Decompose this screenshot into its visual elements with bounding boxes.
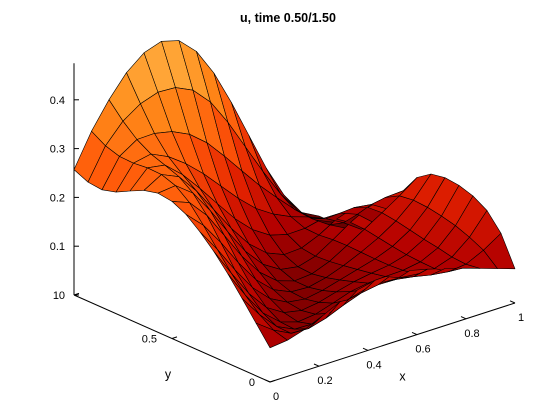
x-tick-label: 0.4 <box>366 359 381 371</box>
z-ticks: 0 0.1 0.2 0.3 0.4 <box>50 95 79 302</box>
z-tick-label: 0.4 <box>50 95 65 107</box>
y-tick-mark <box>269 379 276 383</box>
x-tick-label: 1 <box>518 312 524 324</box>
x-tick-mark <box>313 363 320 367</box>
z-tick-label: 0.1 <box>50 241 65 253</box>
x-tick-label: 0.6 <box>415 344 430 356</box>
y-tick-mark <box>73 292 80 296</box>
y-tick-label: 0 <box>249 377 255 389</box>
z-tick-label: 0 <box>59 290 65 302</box>
y-tick-mark <box>171 336 178 339</box>
x-tick-label: 0 <box>273 391 279 403</box>
surface-mesh <box>73 40 516 349</box>
y-tick-label: 0.5 <box>142 334 157 346</box>
x-tick-mark <box>460 316 467 320</box>
chart-title: u, time 0.50/1.50 <box>240 11 336 25</box>
surface-patch <box>483 233 516 270</box>
x-axis-label: x <box>399 370 406 384</box>
x-tick-mark <box>264 379 271 383</box>
x-tick-label: 0.8 <box>464 328 479 340</box>
z-tick-label: 0.3 <box>50 144 65 156</box>
y-ticks: 00.51 <box>53 290 276 389</box>
y-tick-label: 1 <box>53 290 59 302</box>
x-axis-line <box>269 302 516 383</box>
z-tick-label: 0.2 <box>50 192 65 204</box>
axes: 00.10.20.30.4 00.51 00.20.40.60.81 x y <box>50 63 524 403</box>
x-tick-label: 0.2 <box>317 375 332 387</box>
x-ticks: 0 0.2 0.4 0.6 0.8 1 <box>264 300 524 403</box>
y-axis-label: y <box>165 368 172 382</box>
x-tick-mark <box>509 300 516 304</box>
x-tick-mark <box>362 347 369 351</box>
x-tick-mark <box>411 331 418 336</box>
